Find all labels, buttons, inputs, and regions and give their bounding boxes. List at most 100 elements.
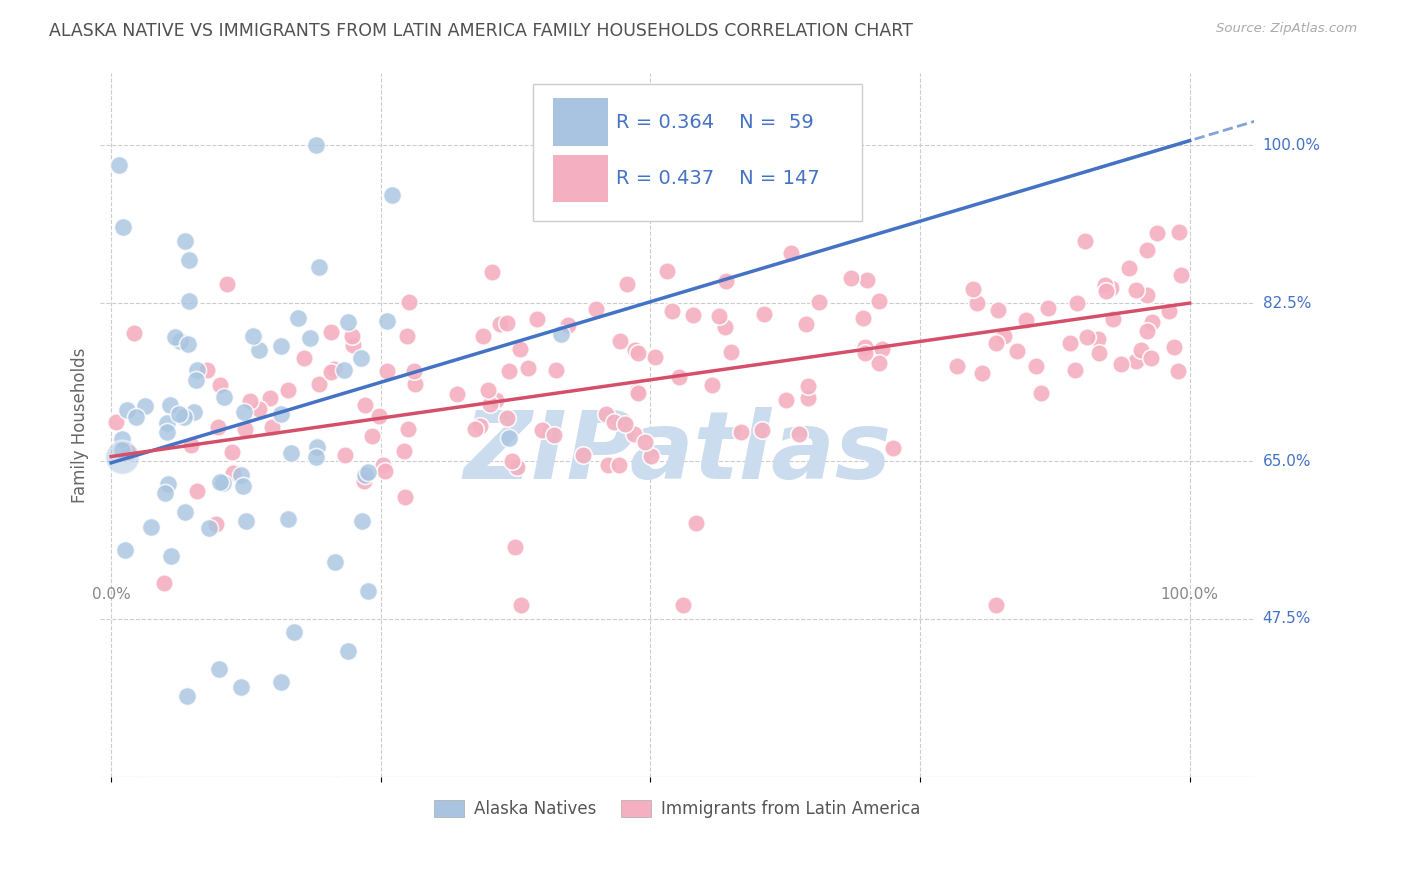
Point bbox=[517, 361, 540, 376]
Text: 100.0%: 100.0% bbox=[1161, 587, 1219, 602]
Point bbox=[287, 310, 309, 325]
Point bbox=[1025, 359, 1047, 374]
Point bbox=[808, 294, 831, 309]
Point bbox=[1167, 364, 1189, 378]
Point bbox=[353, 474, 375, 488]
Point bbox=[350, 514, 373, 528]
Point bbox=[211, 476, 233, 491]
Point bbox=[177, 337, 200, 351]
Point bbox=[277, 383, 299, 397]
Point bbox=[464, 422, 486, 436]
Point bbox=[221, 444, 243, 458]
Point bbox=[655, 263, 678, 277]
Point bbox=[470, 419, 492, 434]
Point bbox=[1015, 312, 1038, 326]
Point bbox=[396, 328, 419, 343]
Point bbox=[205, 516, 228, 531]
Point bbox=[350, 351, 373, 366]
Point bbox=[233, 405, 256, 419]
Point bbox=[751, 423, 773, 437]
Text: 47.5%: 47.5% bbox=[1263, 611, 1310, 626]
Point bbox=[868, 294, 890, 309]
Text: ALASKA NATIVE VS IMMIGRANTS FROM LATIN AMERICA FAMILY HOUSEHOLDS CORRELATION CHA: ALASKA NATIVE VS IMMIGRANTS FROM LATIN A… bbox=[49, 22, 912, 40]
Point bbox=[855, 273, 877, 287]
Point bbox=[305, 440, 328, 454]
Point bbox=[357, 584, 380, 599]
Point bbox=[1130, 343, 1153, 358]
Point bbox=[368, 409, 391, 423]
Point bbox=[155, 486, 177, 500]
Point bbox=[333, 448, 356, 462]
Point bbox=[543, 427, 565, 442]
Point bbox=[571, 448, 593, 462]
Point bbox=[503, 540, 526, 554]
Point bbox=[323, 555, 346, 569]
Point bbox=[495, 411, 517, 425]
Point bbox=[156, 416, 179, 430]
Point bbox=[1064, 363, 1087, 377]
Point bbox=[775, 393, 797, 408]
FancyBboxPatch shape bbox=[553, 98, 609, 146]
Point bbox=[179, 293, 201, 308]
Point bbox=[104, 415, 127, 429]
Point bbox=[270, 675, 292, 690]
Point bbox=[787, 427, 810, 442]
Point bbox=[852, 311, 875, 326]
Point bbox=[114, 542, 136, 557]
Point bbox=[209, 475, 232, 489]
Point bbox=[498, 364, 520, 378]
Point bbox=[1066, 295, 1088, 310]
Point bbox=[374, 464, 396, 478]
Point bbox=[125, 410, 148, 425]
Point bbox=[404, 364, 426, 378]
Point bbox=[305, 138, 328, 153]
Point bbox=[305, 450, 328, 465]
Point bbox=[714, 320, 737, 334]
Point bbox=[966, 295, 988, 310]
Point bbox=[186, 363, 208, 377]
Point bbox=[1038, 301, 1060, 315]
Point bbox=[108, 158, 131, 172]
Point bbox=[526, 311, 548, 326]
Point bbox=[308, 260, 330, 275]
Point bbox=[1125, 353, 1147, 368]
Text: 65.0%: 65.0% bbox=[1263, 453, 1312, 468]
Point bbox=[501, 453, 523, 467]
Point bbox=[509, 343, 531, 357]
Point bbox=[260, 420, 283, 434]
Point bbox=[626, 384, 648, 398]
Text: 82.5%: 82.5% bbox=[1263, 295, 1310, 310]
Point bbox=[242, 329, 264, 343]
Point bbox=[139, 519, 162, 533]
Point bbox=[485, 392, 508, 407]
Point bbox=[794, 317, 817, 331]
Point bbox=[239, 394, 262, 409]
Point bbox=[1140, 351, 1163, 365]
Point bbox=[396, 422, 419, 436]
Text: R = 0.364    N =  59: R = 0.364 N = 59 bbox=[616, 112, 814, 132]
Point bbox=[169, 334, 191, 348]
Point bbox=[987, 303, 1010, 318]
Point bbox=[1094, 278, 1116, 293]
Point bbox=[342, 338, 364, 352]
Point bbox=[498, 431, 520, 445]
Point bbox=[1125, 283, 1147, 297]
Point bbox=[132, 779, 155, 793]
Point bbox=[634, 435, 657, 450]
Point bbox=[360, 428, 382, 442]
Point bbox=[839, 270, 862, 285]
Point bbox=[471, 329, 494, 343]
Point bbox=[337, 643, 360, 657]
FancyBboxPatch shape bbox=[553, 154, 609, 202]
Point bbox=[1087, 332, 1109, 346]
Point bbox=[299, 331, 322, 345]
Point bbox=[489, 318, 512, 332]
Point bbox=[797, 391, 820, 405]
Point bbox=[779, 245, 801, 260]
Point bbox=[176, 689, 198, 703]
Point bbox=[510, 599, 533, 613]
Point bbox=[111, 443, 134, 458]
Point bbox=[124, 326, 146, 340]
Point bbox=[333, 363, 356, 377]
Point bbox=[249, 401, 271, 416]
